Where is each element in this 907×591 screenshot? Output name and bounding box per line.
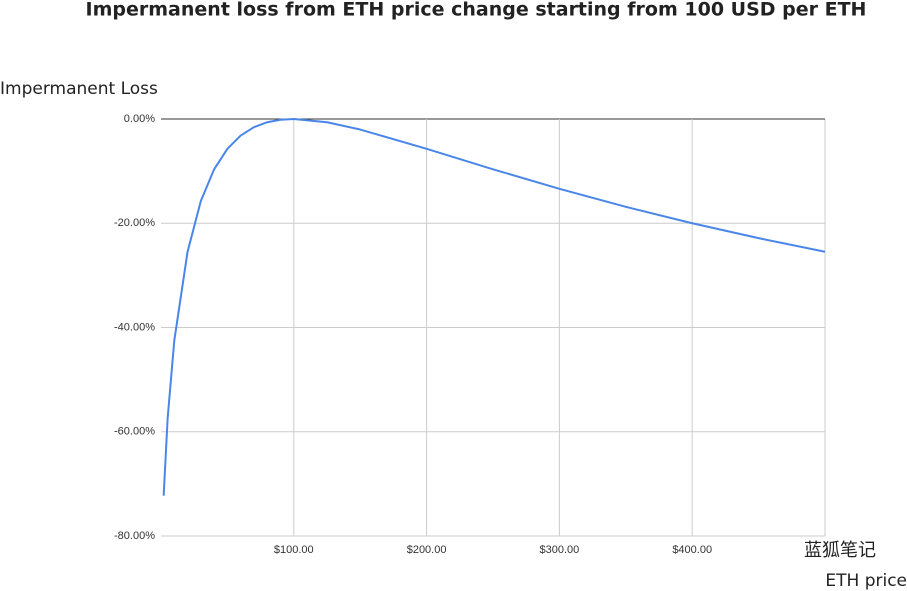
y-tick-label: -60.00% [114,426,155,438]
x-tick-label: $100.00 [274,544,314,556]
y-axis-title: Impermanent Loss [0,79,158,99]
line-series [162,118,826,496]
x-axis-title: ETH price [825,571,907,591]
y-tick-label: -20.00% [114,217,155,229]
y-tick-label: -40.00% [114,321,155,333]
chart-title: Impermanent loss from ETH price change s… [86,0,867,21]
y-tick-label: 0.00% [124,113,155,125]
x-tick-label: $300.00 [540,544,580,556]
y-tick-label: -80.00% [114,530,155,542]
x-tick-label: $200.00 [407,544,447,556]
watermark: 蓝狐笔记 [804,540,876,561]
x-tick-label: $400.00 [672,544,712,556]
